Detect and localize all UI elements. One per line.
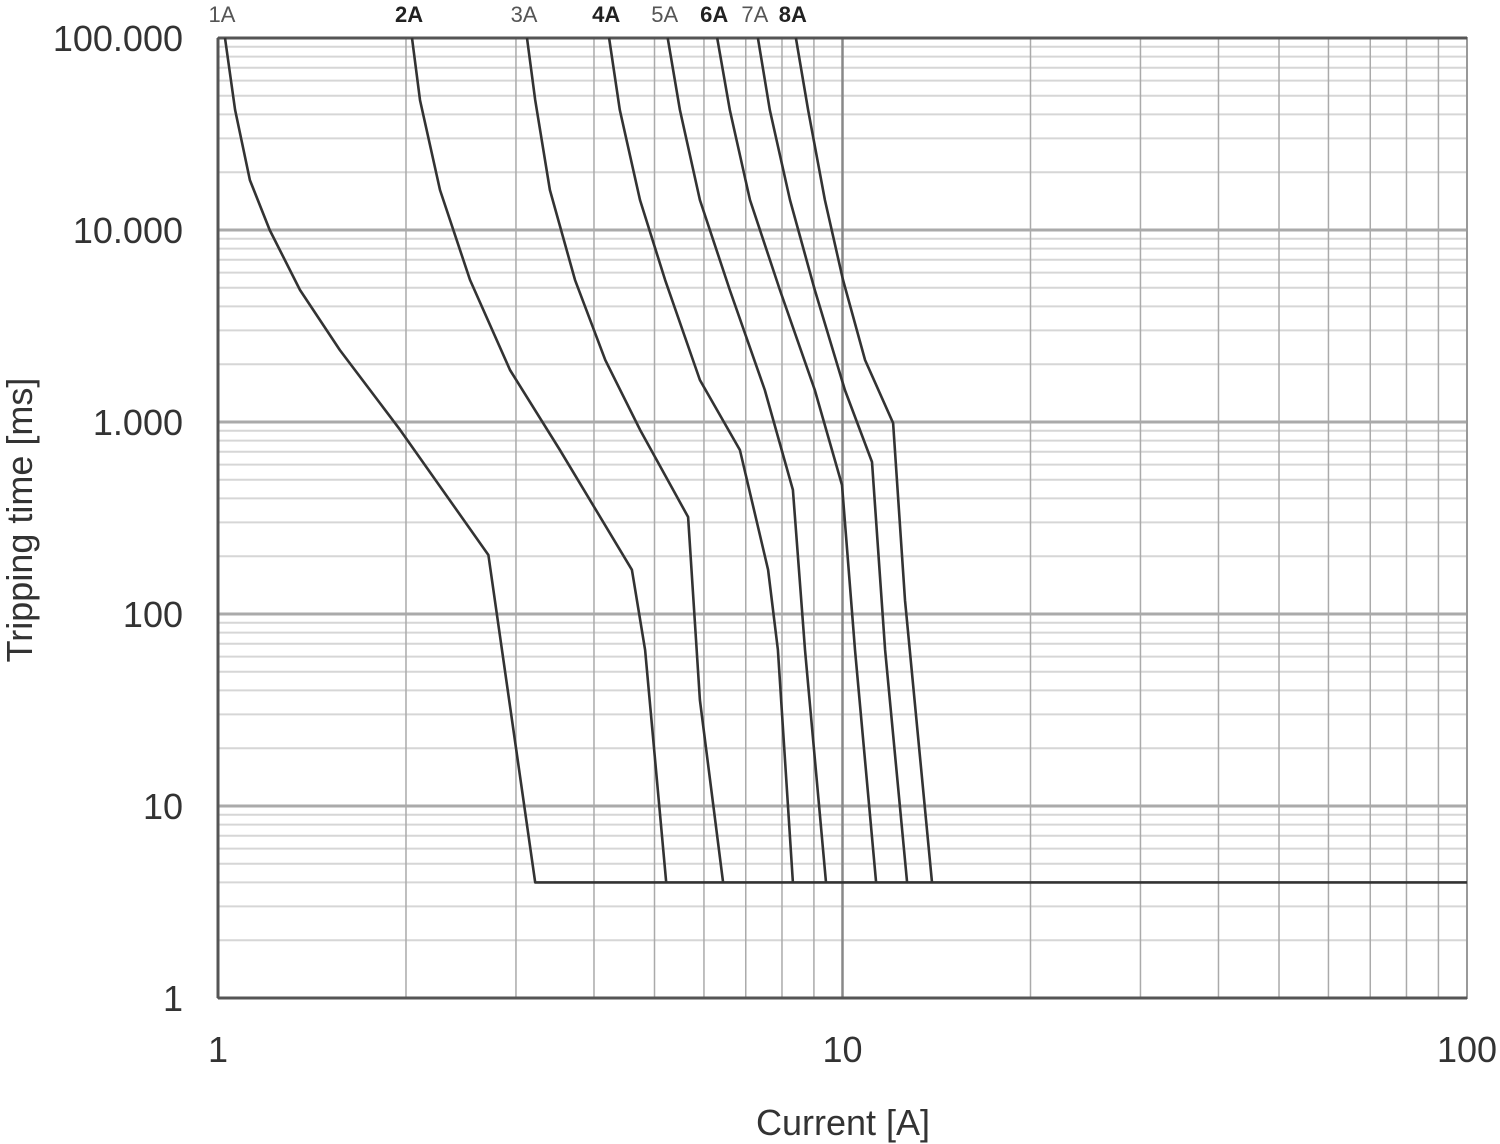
x-tick-label: 100 [1437, 1029, 1497, 1070]
curve-label-5A: 5A [651, 2, 678, 27]
y-tick-label: 10.000 [73, 210, 183, 251]
curve-8A [794, 37, 934, 883]
curve-label-2A: 2A [395, 2, 423, 27]
x-axis-label: Current [A] [756, 1102, 930, 1143]
tick-labels: 1 10 100 100.000 10.000 1.000 100 10 1 [53, 18, 1497, 1070]
curve-2A [410, 37, 668, 883]
x-tick-label: 10 [822, 1029, 862, 1070]
curve-label-7A: 7A [741, 2, 768, 27]
x-tick-label: 1 [208, 1029, 228, 1070]
y-tick-label: 10 [143, 786, 183, 827]
curve-6A [715, 37, 878, 883]
y-tick-label: 1.000 [93, 402, 183, 443]
curve-3A [525, 37, 725, 883]
curve-label-1A: 1A [209, 2, 236, 27]
curve-label-4A: 4A [592, 2, 620, 27]
curve-7A [756, 37, 909, 883]
y-tick-label: 100 [123, 594, 183, 635]
y-tick-label: 100.000 [53, 18, 183, 59]
curve-5A [666, 37, 828, 883]
curve-4A [607, 37, 795, 883]
y-tick-label: 1 [163, 978, 183, 1019]
grid [216, 36, 1468, 1000]
curve-1A [223, 37, 1467, 884]
curve-label-8A: 8A [779, 2, 807, 27]
curve-label-3A: 3A [511, 2, 538, 27]
y-axis-label: Tripping time [ms] [0, 378, 40, 663]
curve-label-6A: 6A [700, 2, 728, 27]
curve-labels: 1A 2A 3A 4A 5A 6A 7A 8A [209, 2, 808, 27]
curves [223, 37, 1467, 884]
